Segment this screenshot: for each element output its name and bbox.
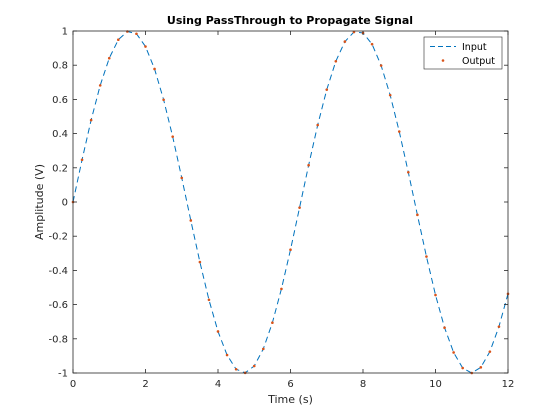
series-output-point <box>262 347 265 351</box>
x-tick-label: 2 <box>142 379 148 390</box>
legend-input-label: Input <box>462 42 487 53</box>
series-output-point <box>107 56 111 60</box>
chart-title: Using PassThrough to Propagate Signal <box>167 14 413 27</box>
series-output-point <box>370 42 374 46</box>
x-axis-ticks: 0 2 4 6 8 10 12 <box>70 31 515 390</box>
series-output-point <box>325 88 329 91</box>
x-axis-label: Time (s) <box>267 393 313 406</box>
series-output-point <box>89 118 93 122</box>
plot-background <box>73 31 508 373</box>
x-tick-label: 0 <box>70 379 76 390</box>
series-output-point <box>397 130 401 133</box>
legend-output-label: Output <box>462 56 495 67</box>
series-output-point <box>434 293 437 297</box>
series-output-point <box>98 84 102 87</box>
series-output-point <box>180 176 184 180</box>
series-output-point <box>153 67 156 71</box>
series-output-point <box>198 260 202 264</box>
series-output-point <box>234 367 238 371</box>
series-output-point <box>252 364 256 368</box>
y-tick-label: 1 <box>62 27 68 38</box>
series-output-point <box>144 45 147 48</box>
series-output-point <box>443 326 446 329</box>
y-tick-label: -0.6 <box>48 300 68 311</box>
series-output-point <box>216 330 220 333</box>
y-tick-label: 0.8 <box>52 61 68 72</box>
y-tick-label: -0.2 <box>48 232 68 243</box>
series-output-point <box>334 59 338 63</box>
series-output-point <box>80 158 84 162</box>
x-tick-label: 4 <box>215 379 221 390</box>
series-output-point <box>117 38 120 42</box>
series-output-point <box>289 248 292 252</box>
y-tick-label: 0.4 <box>52 129 68 140</box>
series-output-point <box>407 170 410 174</box>
plot-area: 0 2 4 6 8 10 12 -1 -0.8 -0.6 -0.4 -0.2 0 0.2 0.4 0.6 0.… <box>48 27 514 391</box>
y-tick-label: 0 <box>62 198 68 209</box>
series-output-point <box>298 206 301 209</box>
series-output-point <box>452 351 455 354</box>
series-output-point <box>497 325 501 328</box>
x-tick-label: 6 <box>287 379 293 390</box>
series-output-point <box>207 298 211 302</box>
y-tick-label: 0.2 <box>52 163 68 174</box>
series-output-point <box>479 366 483 369</box>
series-output-point <box>135 32 138 36</box>
series-output-point <box>488 350 492 353</box>
y-axis-ticks: -1 -0.8 -0.6 -0.4 -0.2 0 0.2 0.4 0.6 0.8 1 <box>48 27 508 380</box>
series-output-point <box>379 64 383 67</box>
series-output-point <box>316 123 319 127</box>
legend: Input Output <box>423 36 503 70</box>
y-axis-label: Amplitude (V) <box>33 164 46 240</box>
series-output-point <box>189 219 193 222</box>
series-output-point <box>425 255 428 258</box>
x-tick-label: 12 <box>502 379 515 390</box>
series-output-point <box>171 135 174 138</box>
series-output-point <box>225 353 229 357</box>
y-tick-label: -0.8 <box>48 334 68 345</box>
series-output-point <box>271 321 274 325</box>
series-output-point <box>388 93 392 97</box>
y-tick-label: -0.4 <box>48 266 68 277</box>
legend-output-marker-sample <box>441 59 445 62</box>
series-output-point <box>461 366 464 370</box>
x-tick-label: 10 <box>429 379 442 390</box>
series-output-point <box>280 287 283 291</box>
legend-box <box>423 36 503 70</box>
y-tick-label: 0.6 <box>52 95 68 106</box>
series-output-point <box>162 98 165 102</box>
x-tick-label: 8 <box>360 379 366 390</box>
series-output-point <box>307 163 310 167</box>
series-output-point <box>416 213 419 217</box>
series-output-point <box>343 40 347 43</box>
y-tick-label: -1 <box>58 369 68 380</box>
